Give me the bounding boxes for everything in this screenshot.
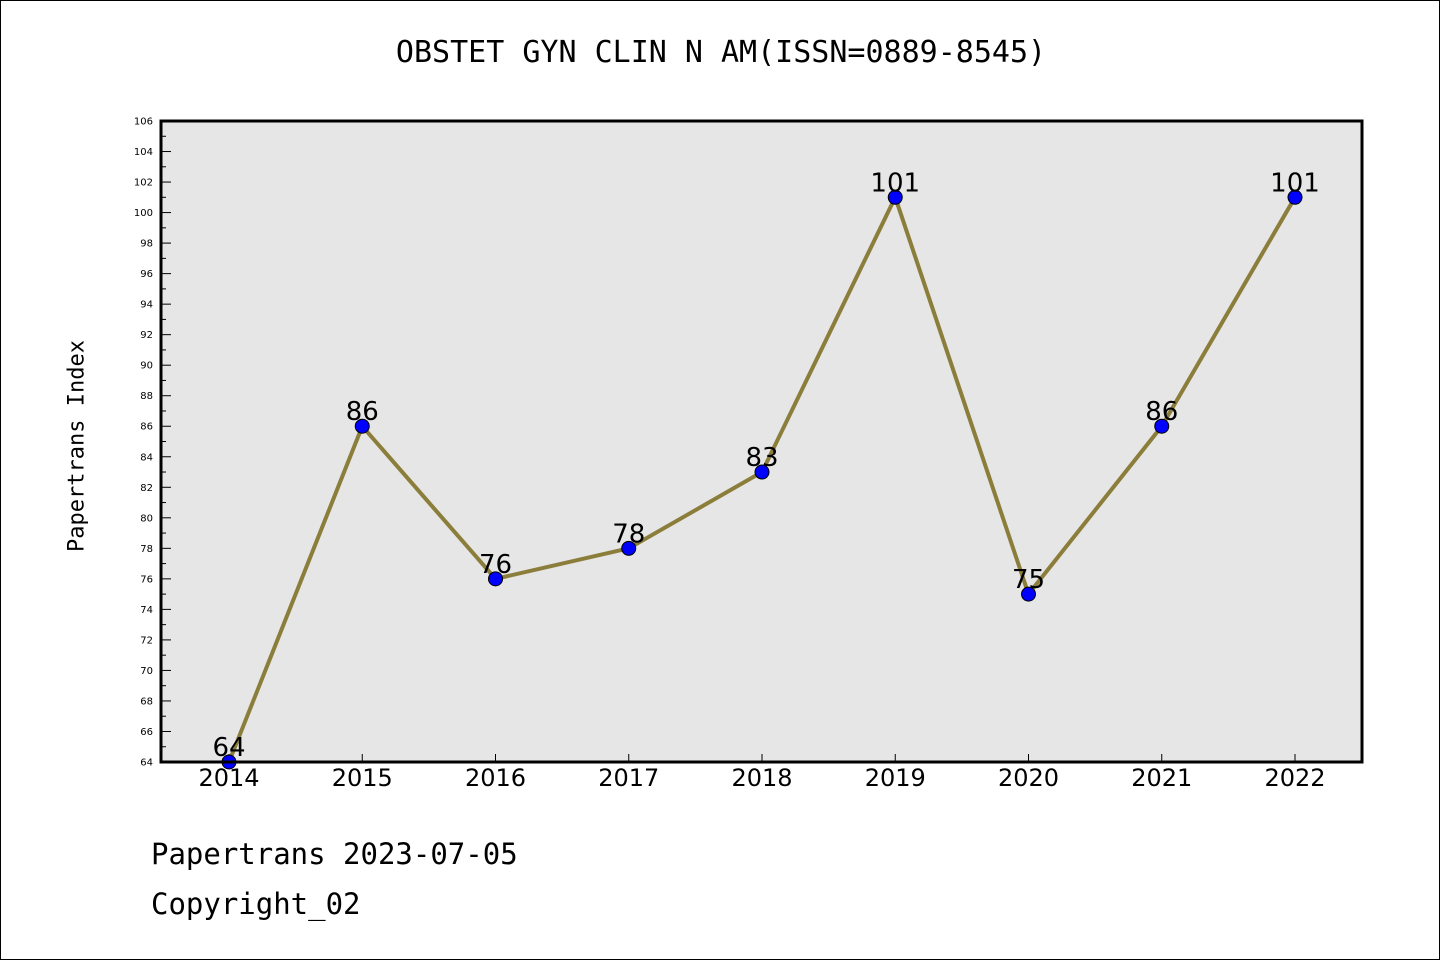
data-point-2016 — [488, 571, 503, 587]
data-label-2022: 101 — [1270, 168, 1320, 198]
y-tick-label: 80 — [140, 513, 153, 524]
x-tick-label: 2022 — [1264, 764, 1325, 792]
y-tick-label: 74 — [140, 605, 153, 616]
data-label-2017: 78 — [612, 519, 645, 549]
data-point-2020 — [1021, 586, 1036, 602]
data-label-2015: 86 — [346, 397, 379, 427]
data-label-2020: 75 — [1012, 565, 1045, 595]
x-tick-label: 2015 — [332, 764, 393, 792]
y-tick-label: 84 — [140, 452, 153, 463]
plot-area — [161, 121, 1362, 762]
y-tick-label: 100 — [134, 208, 153, 219]
y-tick-label: 96 — [140, 269, 153, 280]
y-tick-label: 104 — [134, 147, 153, 158]
data-point-2021 — [1154, 418, 1170, 434]
y-tick-label: 94 — [140, 300, 153, 311]
y-tick-label: 98 — [140, 239, 153, 250]
footer-date: Papertrans 2023-07-05 — [151, 837, 518, 871]
y-tick-label: 70 — [140, 666, 153, 677]
data-point-2017 — [621, 540, 637, 556]
y-tick-label: 90 — [140, 361, 153, 372]
x-tick-label: 2016 — [465, 764, 526, 792]
x-tick-label: 2019 — [865, 764, 926, 792]
y-tick-label: 72 — [140, 635, 153, 646]
y-tick-label: 78 — [140, 544, 153, 555]
y-tick-label: 64 — [140, 758, 153, 769]
y-tick-label: 102 — [134, 178, 153, 189]
series-markers — [221, 189, 1303, 770]
y-tick-label: 82 — [140, 483, 153, 494]
y-tick-label: 88 — [140, 391, 153, 402]
y-tick-label: 76 — [140, 574, 153, 585]
footer-copyright: Copyright_02 — [151, 887, 361, 921]
data-label-2019: 101 — [870, 168, 920, 198]
x-tick-label: 2017 — [598, 764, 659, 792]
chart-title: OBSTET GYN CLIN N AM(ISSN=0889-8545) — [395, 35, 1047, 70]
data-point-2022 — [1287, 189, 1303, 205]
y-tick-label: 68 — [140, 696, 153, 707]
x-axis: 2014 2015 2016 2017 2018 2019 2020 2021 2022 — [198, 754, 1326, 792]
data-point-2018 — [754, 464, 770, 480]
data-label-2016: 76 — [479, 550, 512, 580]
data-point-2019 — [887, 189, 903, 205]
y-tick-label: 66 — [140, 727, 153, 738]
y-tick-label: 86 — [140, 422, 153, 433]
data-label-2021: 86 — [1145, 397, 1178, 427]
y-tick-label: 106 — [134, 117, 153, 128]
y-tick-label: 92 — [140, 330, 153, 341]
data-point-2015 — [354, 418, 370, 434]
plot-border — [159, 119, 1364, 764]
x-tick-label: 2021 — [1131, 764, 1192, 792]
data-label-2014: 64 — [212, 733, 245, 763]
x-tick-label: 2020 — [998, 764, 1059, 792]
data-label-2018: 83 — [745, 443, 778, 473]
data-labels: 64 86 76 78 83 101 75 86 101 — [212, 168, 1319, 763]
x-tick-label: 2018 — [731, 764, 792, 792]
